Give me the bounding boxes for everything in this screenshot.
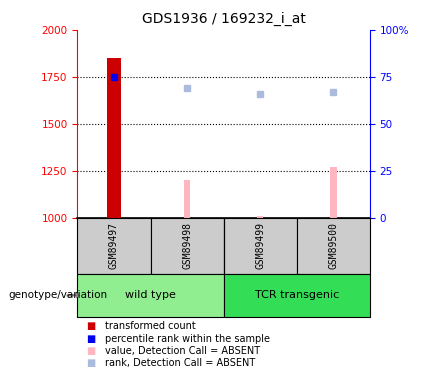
Bar [184, 180, 190, 218]
Bar [77, 217, 150, 274]
Bar [330, 167, 337, 218]
Text: GSM89500: GSM89500 [328, 222, 338, 269]
Text: GSM89497: GSM89497 [109, 222, 119, 269]
Text: GSM89499: GSM89499 [255, 222, 265, 269]
Text: percentile rank within the sample: percentile rank within the sample [105, 334, 270, 344]
Text: ■: ■ [86, 321, 95, 331]
Text: transformed count: transformed count [105, 321, 196, 331]
Bar [150, 217, 224, 274]
Bar [297, 217, 370, 274]
Text: TCR transgenic: TCR transgenic [255, 290, 339, 300]
Text: value, Detection Call = ABSENT: value, Detection Call = ABSENT [105, 346, 261, 356]
Text: genotype/variation: genotype/variation [9, 290, 108, 300]
Bar [108, 58, 120, 217]
Bar [257, 216, 264, 217]
Text: GSM89498: GSM89498 [182, 222, 192, 269]
Text: ■: ■ [86, 346, 95, 356]
Bar [224, 274, 370, 317]
Title: GDS1936 / 169232_i_at: GDS1936 / 169232_i_at [141, 12, 306, 26]
Bar [224, 217, 297, 274]
Text: ■: ■ [86, 358, 95, 368]
Text: wild type: wild type [125, 290, 176, 300]
Text: rank, Detection Call = ABSENT: rank, Detection Call = ABSENT [105, 358, 255, 368]
Text: ■: ■ [86, 334, 95, 344]
Bar [77, 274, 224, 317]
